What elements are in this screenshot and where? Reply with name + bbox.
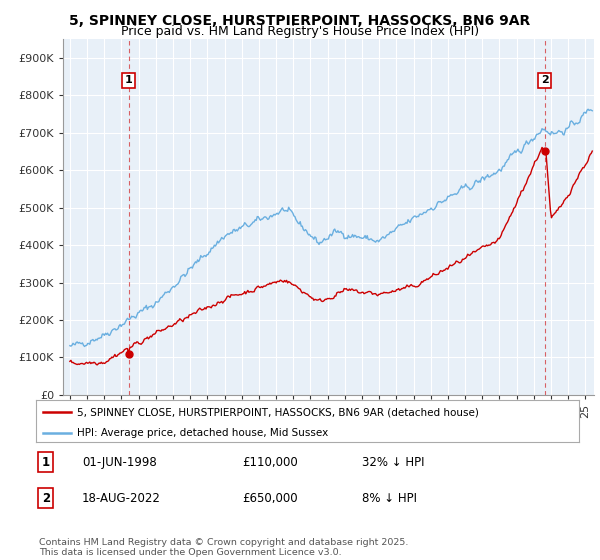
Text: 2: 2 xyxy=(541,76,548,85)
Text: 5, SPINNEY CLOSE, HURSTPIERPOINT, HASSOCKS, BN6 9AR (detached house): 5, SPINNEY CLOSE, HURSTPIERPOINT, HASSOC… xyxy=(77,407,479,417)
Text: 8% ↓ HPI: 8% ↓ HPI xyxy=(362,492,417,505)
Text: 5, SPINNEY CLOSE, HURSTPIERPOINT, HASSOCKS, BN6 9AR: 5, SPINNEY CLOSE, HURSTPIERPOINT, HASSOC… xyxy=(70,14,530,28)
Text: 18-AUG-2022: 18-AUG-2022 xyxy=(82,492,161,505)
Text: 2: 2 xyxy=(42,492,50,505)
Text: 1: 1 xyxy=(125,76,133,85)
Text: £650,000: £650,000 xyxy=(242,492,298,505)
Text: Price paid vs. HM Land Registry's House Price Index (HPI): Price paid vs. HM Land Registry's House … xyxy=(121,25,479,38)
Text: Contains HM Land Registry data © Crown copyright and database right 2025.
This d: Contains HM Land Registry data © Crown c… xyxy=(39,538,409,557)
Text: 1: 1 xyxy=(42,456,50,469)
Text: 01-JUN-1998: 01-JUN-1998 xyxy=(82,456,157,469)
Text: HPI: Average price, detached house, Mid Sussex: HPI: Average price, detached house, Mid … xyxy=(77,428,328,438)
Text: £110,000: £110,000 xyxy=(242,456,298,469)
Text: 32% ↓ HPI: 32% ↓ HPI xyxy=(362,456,424,469)
